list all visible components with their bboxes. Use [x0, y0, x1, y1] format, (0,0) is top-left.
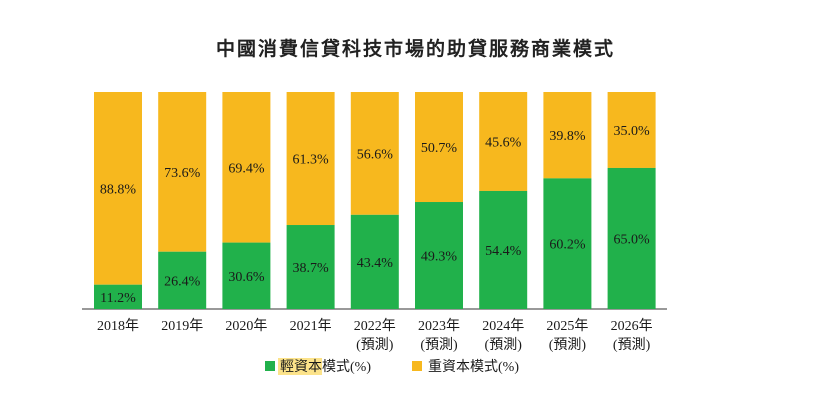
data-label-light-asset-3: 38.7% — [293, 261, 330, 276]
x-tick-label-6: 2024年(預測) — [482, 318, 524, 353]
data-label-light-asset-6: 54.4% — [485, 244, 522, 259]
bar-light-asset-3 — [286, 225, 335, 309]
data-label-heavy-asset-4: 56.6% — [357, 147, 394, 162]
bar-heavy-asset-0 — [94, 92, 142, 285]
data-label-heavy-asset-2: 69.4% — [228, 161, 265, 176]
data-label-heavy-asset-8: 35.0% — [614, 124, 651, 139]
bar-heavy-asset-8 — [607, 92, 656, 168]
x-tick-label-2: 2020年 — [225, 318, 267, 334]
x-tick-label-1: 2019年 — [161, 318, 203, 334]
data-label-light-asset-7: 60.2% — [549, 238, 586, 253]
data-label-heavy-asset-0: 88.8% — [100, 182, 137, 197]
bar-light-asset-1 — [158, 251, 207, 309]
bar-light-asset-0 — [94, 284, 142, 309]
x-tick-label-7: 2025年(預測) — [546, 318, 588, 353]
x-tick-label-4: 2022年(預測) — [354, 318, 396, 353]
bar-heavy-asset-1 — [158, 92, 207, 252]
bar-heavy-asset-4 — [350, 92, 399, 215]
data-label-heavy-asset-5: 50.7% — [421, 141, 458, 156]
data-label-heavy-asset-6: 45.6% — [485, 135, 522, 150]
bar-heavy-asset-7 — [543, 92, 592, 179]
data-label-light-asset-5: 49.3% — [421, 250, 458, 265]
x-tick-labels: 2018年 2019年 2020年 2021年 2022年(預測) 2023年(預測) 20… — [97, 318, 653, 353]
bar-light-asset-5 — [415, 202, 463, 309]
bar-light-asset-8 — [607, 167, 656, 309]
data-label-light-asset-0: 11.2% — [100, 291, 136, 306]
legend-label-heavy-asset: 重資本模式(%) — [428, 359, 519, 375]
data-label-heavy-asset-3: 61.3% — [293, 153, 330, 168]
data-label-light-asset-2: 30.6% — [228, 270, 265, 285]
legend-swatch-heavy-asset — [412, 361, 422, 371]
x-tick-label-8: 2026年(預測) — [611, 318, 653, 353]
legend-label-light-asset: 輕資本模式(%) — [280, 359, 371, 375]
data-label-heavy-asset-1: 73.6% — [164, 166, 201, 181]
bar-light-asset-4 — [350, 214, 399, 309]
bar-heavy-asset-5 — [415, 92, 463, 203]
x-tick-label-3: 2021年 — [290, 318, 332, 334]
bar-light-asset-6 — [479, 190, 528, 309]
legend-swatch-light-asset — [265, 361, 275, 371]
data-label-light-asset-8: 65.0% — [614, 232, 651, 247]
chart-title: 中國消費信貸科技市場的助貸服務商業模式 — [215, 38, 615, 60]
bar-heavy-asset-3 — [286, 92, 335, 226]
bar-heavy-asset-2 — [222, 92, 271, 243]
x-tick-label-0: 2018年 — [97, 318, 139, 334]
legend: 輕資本模式(%) 重資本模式(%) — [265, 358, 519, 375]
data-label-light-asset-4: 43.4% — [357, 256, 394, 271]
bar-heavy-asset-6 — [479, 92, 528, 191]
legend-text-highlight — [278, 358, 322, 375]
bar-light-asset-7 — [543, 178, 592, 309]
bars-group: 11.2% 88.8% 26.4% 73.6% 30.6% 69.4% 38.7% 61.3%… — [94, 92, 656, 309]
data-label-light-asset-1: 26.4% — [164, 274, 201, 289]
bar-light-asset-2 — [222, 242, 271, 309]
x-tick-label-5: 2023年(預測) — [418, 318, 460, 353]
data-label-heavy-asset-7: 39.8% — [549, 129, 586, 144]
